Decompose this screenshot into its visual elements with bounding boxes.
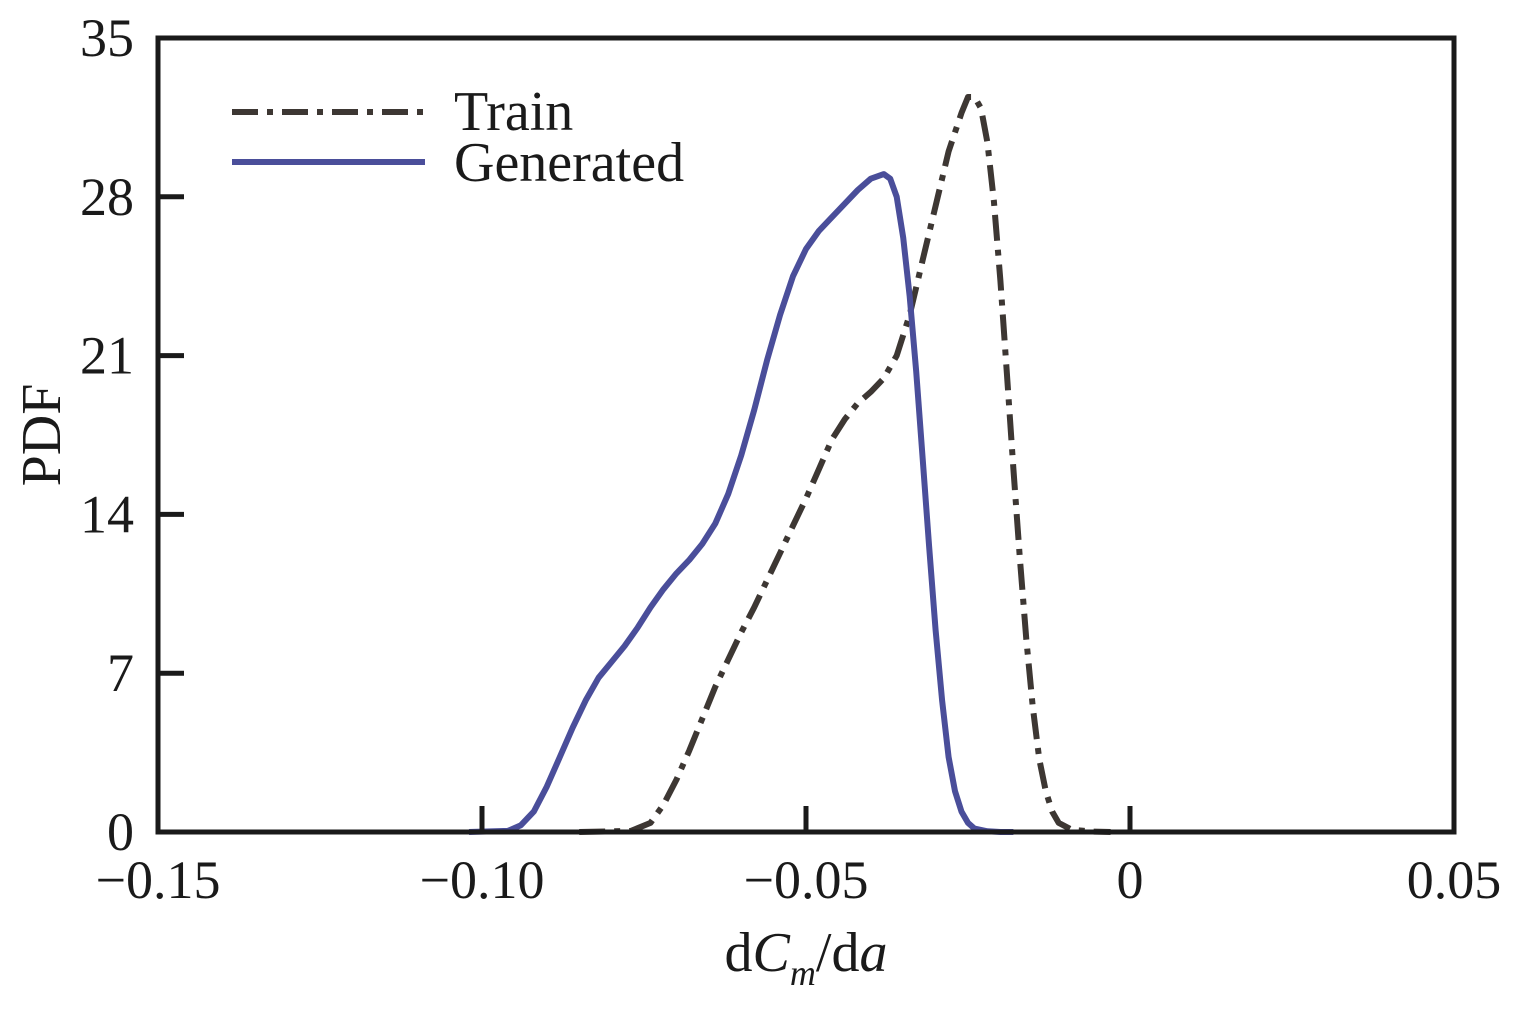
y-tick-label: 14 [80, 484, 134, 544]
y-tick-label: 21 [80, 326, 134, 386]
x-axis-ticks: −0.15 −0.10 −0.05 0 0.05 [96, 806, 1502, 910]
x-axis-label: dCm/da [725, 922, 888, 993]
legend-label-train: Train [454, 81, 573, 143]
legend: Train Generated [232, 81, 684, 194]
y-axis-ticks: 0 7 14 21 28 35 [80, 8, 184, 862]
legend-label-generated: Generated [454, 132, 684, 194]
x-tick-label: −0.05 [744, 850, 869, 910]
x-tick-label: 0.05 [1407, 850, 1502, 910]
y-tick-label: 28 [80, 167, 134, 227]
series-line-generated [468, 171, 1014, 835]
plot-lines [468, 94, 1111, 835]
y-tick-label: 7 [107, 643, 134, 703]
y-axis-label: PDF [11, 384, 73, 487]
plot-frame [155, 35, 1457, 835]
series-line-train [579, 94, 1111, 835]
y-tick-label: 0 [107, 802, 134, 862]
x-tick-label: −0.15 [96, 850, 221, 910]
y-tick-label: 35 [80, 8, 134, 68]
x-tick-label: −0.10 [420, 850, 545, 910]
x-tick-label: 0 [1117, 850, 1144, 910]
